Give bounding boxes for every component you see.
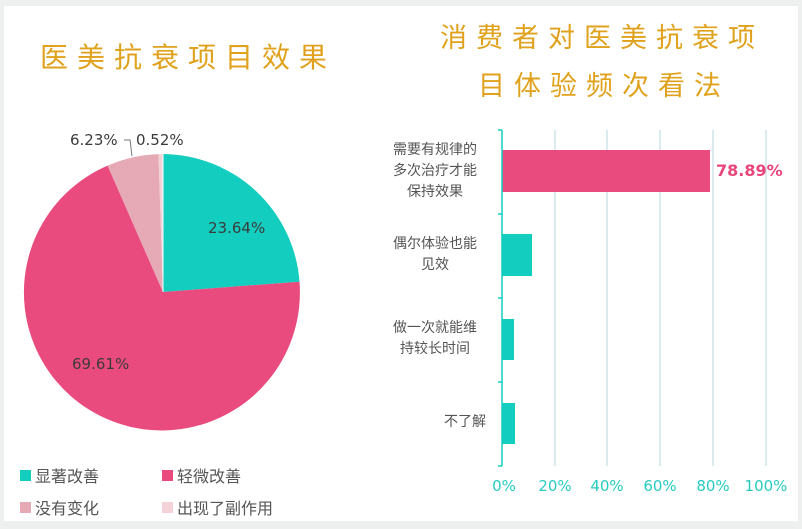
legend-swatch-icon xyxy=(162,501,173,513)
pie-label-slight-improvement: 69.61% xyxy=(72,355,130,373)
bar-chart-y-axis xyxy=(498,129,503,467)
pie-label-no-change: 6.23% xyxy=(70,131,118,149)
legend-swatch-icon xyxy=(162,469,173,481)
bar-value-label: 78.89% xyxy=(716,161,783,180)
category-text: 保持效果 xyxy=(407,184,463,200)
legend-label: 显著改善 xyxy=(35,467,100,486)
bar-chart-title-line1: 消费者对医美抗衰项 xyxy=(440,23,764,54)
legend-label: 轻微改善 xyxy=(177,467,242,486)
x-tick-label: 60% xyxy=(643,477,677,495)
category-text: 持较长时间 xyxy=(400,341,470,357)
legend-item-no-change[interactable]: 没有变化 xyxy=(20,495,99,519)
x-tick-label: 0% xyxy=(492,477,516,495)
pie-slice-significant-improvement[interactable] xyxy=(163,154,300,292)
legend-swatch-icon xyxy=(20,501,31,513)
pie-label-significant-improvement: 23.64% xyxy=(208,219,266,237)
x-tick-label: 20% xyxy=(538,477,572,495)
bar-once-long-lasting[interactable] xyxy=(502,319,514,360)
leader-line xyxy=(124,139,133,157)
bar-category-occasional-effective: 偶尔体验也能 见效 xyxy=(380,234,490,276)
bar-unknown[interactable] xyxy=(502,403,515,444)
legend-label: 没有变化 xyxy=(35,499,100,518)
bar-occasional-effective[interactable] xyxy=(502,234,532,276)
category-text: 需要有规律的 xyxy=(393,142,477,158)
category-text: 不了解 xyxy=(444,414,486,430)
pie-slice-slight-improvement[interactable] xyxy=(23,165,300,431)
pie-chart-title: 医美抗衰项目效果 xyxy=(40,41,337,74)
bar-chart-title-line2: 目体验频次看法 xyxy=(478,71,730,102)
x-tick-label: 100% xyxy=(744,477,788,495)
legend-item-significant-improvement[interactable]: 显著改善 xyxy=(20,463,99,487)
bar-category-regular-treatment: 需要有规律的 多次治疗才能 保持效果 xyxy=(380,140,490,203)
pie-slice-side-effects[interactable] xyxy=(158,154,164,292)
x-tick-label: 80% xyxy=(696,477,730,495)
pie-slice-no-change[interactable] xyxy=(107,154,163,292)
legend-swatch-icon xyxy=(20,469,31,481)
legend-item-slight-improvement[interactable]: 轻微改善 xyxy=(162,463,241,487)
legend-label: 出现了副作用 xyxy=(177,499,274,518)
legend-item-side-effects[interactable]: 出现了副作用 xyxy=(162,495,273,519)
bar-category-unknown: 不了解 xyxy=(380,412,486,433)
category-text: 见效 xyxy=(421,257,449,273)
bar-category-once-long-lasting: 做一次就能维 持较长时间 xyxy=(380,318,490,360)
pie-label-side-effects: 0.52% xyxy=(136,131,184,149)
category-text: 多次治疗才能 xyxy=(393,163,477,179)
bar-regular-treatment[interactable] xyxy=(502,150,710,192)
category-text: 做一次就能维 xyxy=(393,320,477,336)
x-tick-label: 40% xyxy=(590,477,624,495)
category-text: 偶尔体验也能 xyxy=(393,236,477,252)
